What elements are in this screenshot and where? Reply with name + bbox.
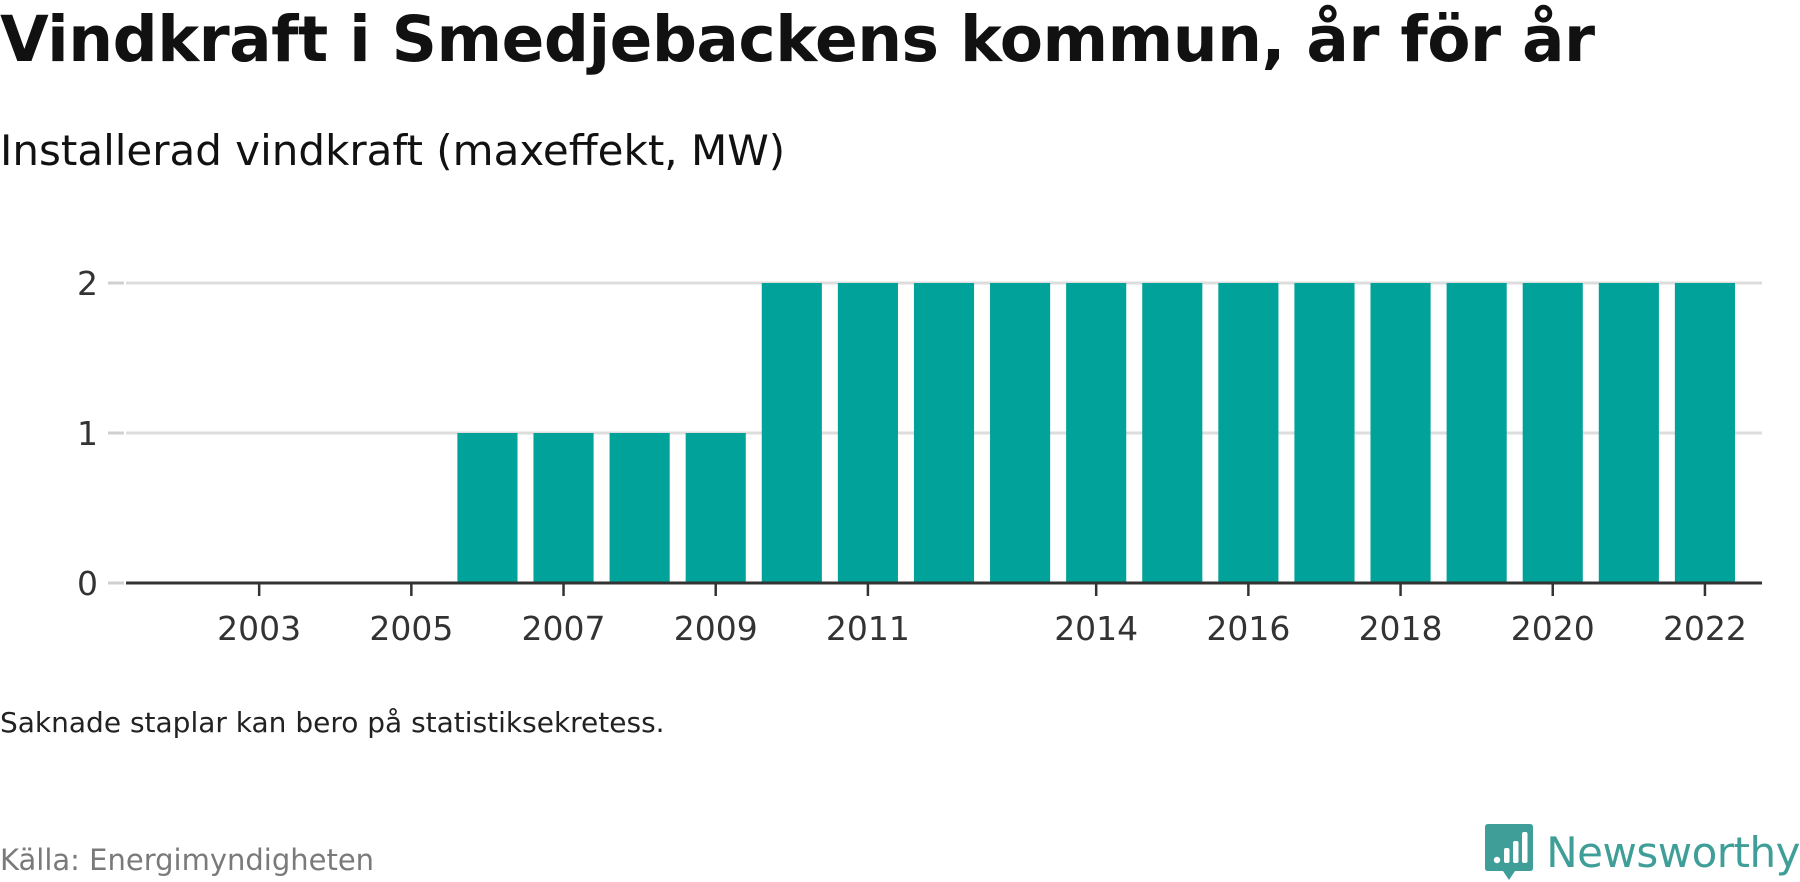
x-tick-label: 2009 <box>674 609 758 648</box>
x-tick-label: 2016 <box>1206 609 1290 648</box>
x-tick-label: 2011 <box>826 609 910 648</box>
bar-2010 <box>761 283 822 583</box>
bar-2011 <box>837 283 898 583</box>
bar-2017 <box>1294 283 1355 583</box>
footnote: Saknade staplar kan bero på statistiksek… <box>0 706 665 739</box>
x-tick-label: 2018 <box>1359 609 1443 648</box>
bar-chart-speech-bubble-icon <box>1485 824 1534 880</box>
bar-2015 <box>1142 283 1203 583</box>
x-tick-label: 2007 <box>522 609 606 648</box>
x-tick-label: 2022 <box>1663 609 1747 648</box>
bar-2020 <box>1522 283 1583 583</box>
source-text: Källa: Energimyndigheten <box>0 843 375 877</box>
bar-2016 <box>1218 283 1279 583</box>
bar-chart: 0 1 2 2003 2005 2007 2009 2011 2014 2016 2018 2020 2… <box>77 264 1762 648</box>
brand-name: Newsworthy <box>1546 827 1800 877</box>
bar-2006 <box>457 433 518 583</box>
bar-2021 <box>1598 283 1659 583</box>
newsworthy-logo: Newsworthy <box>1484 822 1800 882</box>
bar-2012 <box>913 283 975 583</box>
y-tick-label: 0 <box>77 564 98 603</box>
axes: 0 1 2 2003 2005 2007 2009 2011 2014 2016 2018 2020 2… <box>77 264 1762 648</box>
bar-2018 <box>1370 283 1431 583</box>
x-tick-label: 2014 <box>1054 609 1138 648</box>
bar-2022 <box>1674 283 1735 583</box>
x-tick-label: 2020 <box>1511 609 1595 648</box>
bar-2007 <box>533 433 594 583</box>
bar-2019 <box>1446 283 1507 583</box>
bar-2009 <box>685 433 746 583</box>
bar-2008 <box>609 433 670 583</box>
y-tick-label: 1 <box>77 414 98 453</box>
bars <box>457 283 1735 583</box>
chart-title: Vindkraft i Smedjebackens kommun, år för… <box>0 3 1595 76</box>
x-tick-label: 2003 <box>217 609 301 648</box>
bar-2013 <box>990 283 1051 583</box>
x-tick-label: 2005 <box>369 609 453 648</box>
y-tick-label: 2 <box>77 264 98 303</box>
bar-2014 <box>1066 283 1127 583</box>
chart-subtitle: Installerad vindkraft (maxeffekt, MW) <box>0 126 786 175</box>
